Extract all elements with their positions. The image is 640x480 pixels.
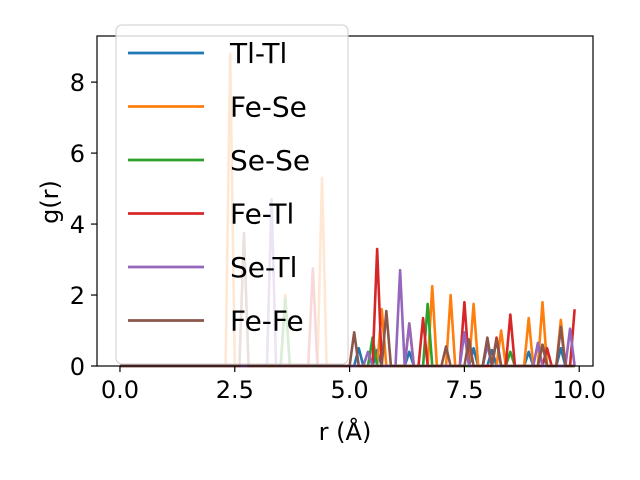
y-tick-label: 6 <box>70 140 85 168</box>
legend-label-fe-se: Fe-Se <box>230 91 307 124</box>
legend-label-fe-tl: Fe-Tl <box>230 198 294 231</box>
legend-label-fe-fe: Fe-Fe <box>230 305 304 338</box>
x-tick-label: 2.5 <box>216 376 254 404</box>
legend-label-se-se: Se-Se <box>230 144 310 177</box>
legend: Tl-Tl Fe-Se Se-Se Fe-Tl Se-Tl Fe-Fe <box>115 24 349 365</box>
y-tick-label: 2 <box>70 282 85 310</box>
x-tick-label: 0.0 <box>101 376 139 404</box>
x-axis: 0.0 2.5 5.0 7.5 10.0 <box>101 366 606 404</box>
y-tick-label: 4 <box>70 211 85 239</box>
y-axis-label: g(r) <box>36 180 64 224</box>
legend-label-tl-tl: Tl-Tl <box>229 37 287 70</box>
y-tick-label: 8 <box>70 69 85 97</box>
y-axis: 0 2 4 6 8 <box>70 69 97 381</box>
y-tick-label: 0 <box>70 353 85 381</box>
legend-box <box>115 24 349 365</box>
legend-label-se-tl: Se-Tl <box>230 251 297 284</box>
x-tick-label: 5.0 <box>331 376 369 404</box>
series-line-fe-fe <box>119 231 575 368</box>
x-tick-label: 10.0 <box>553 376 606 404</box>
x-tick-label: 7.5 <box>445 376 483 404</box>
x-axis-label: r (Å) <box>319 417 372 446</box>
